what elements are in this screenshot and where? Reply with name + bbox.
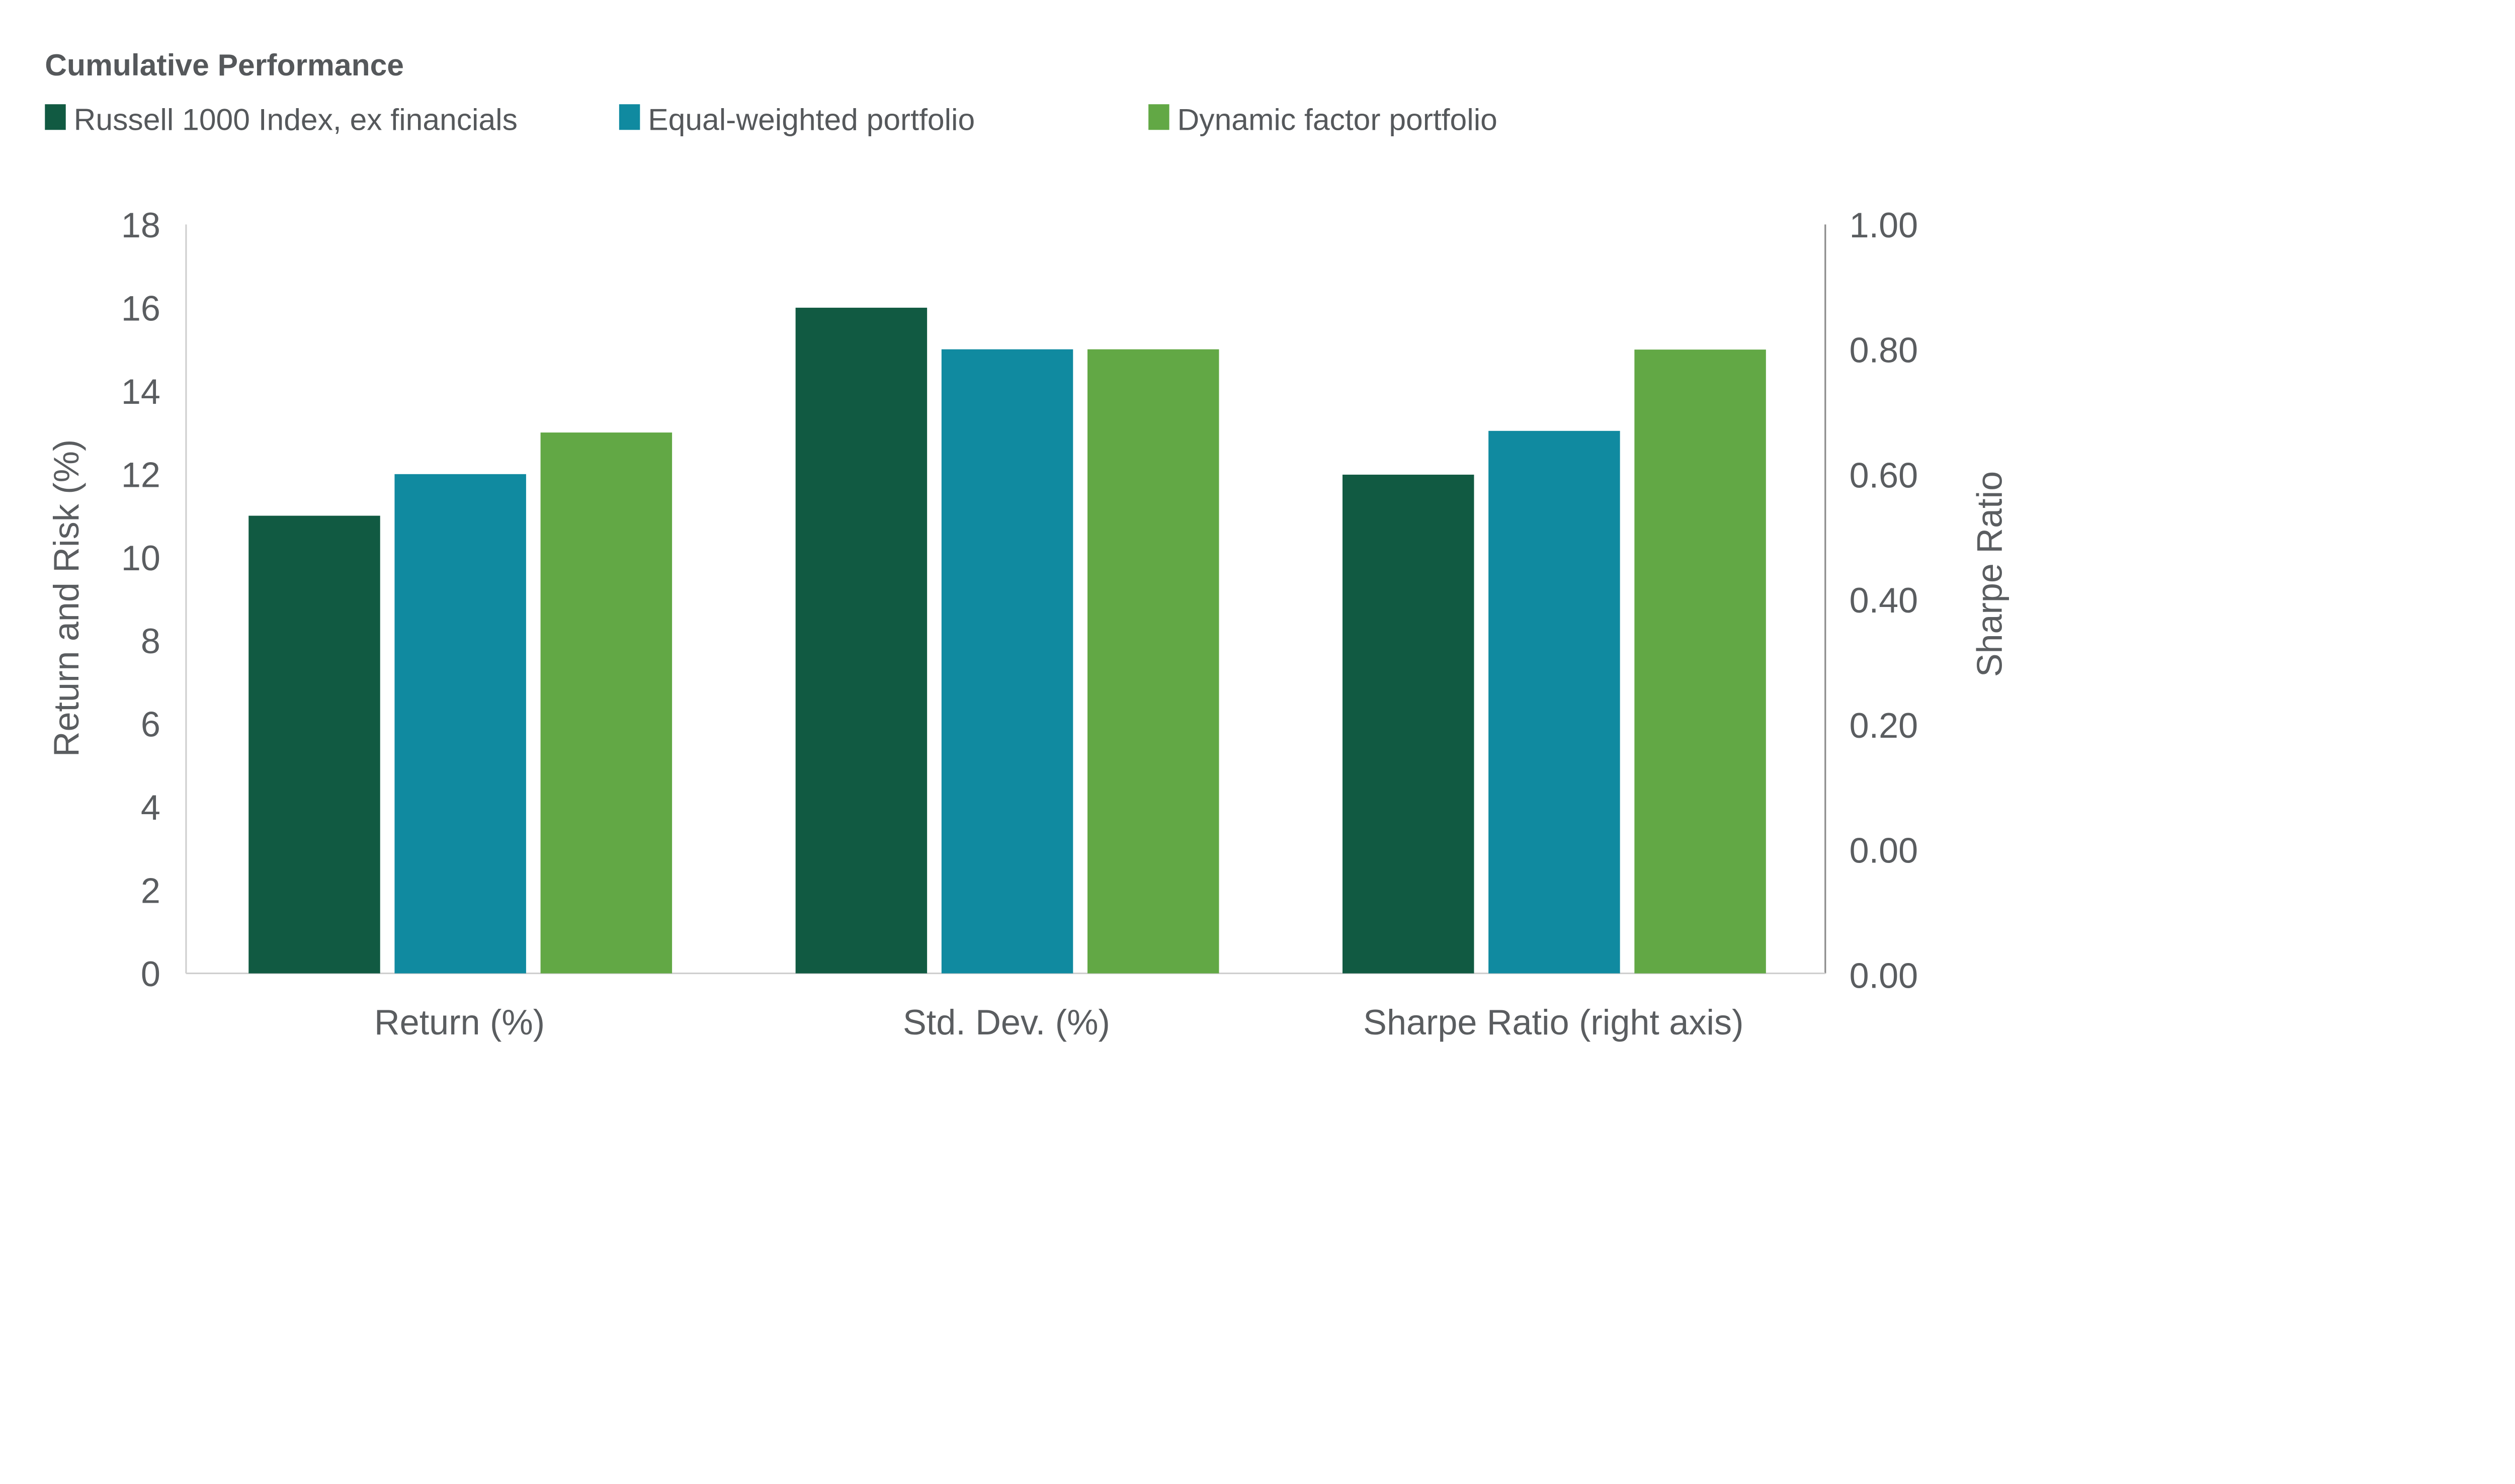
y-axis-title: Return and Risk (%) [46, 440, 86, 757]
bar [795, 307, 928, 974]
left-axis-ticks: 18 16 14 12 10 8 6 4 2 0 [121, 205, 160, 994]
bar [1634, 350, 1766, 974]
legend-label: Dynamic factor portfolio [1178, 102, 1497, 136]
bars [248, 307, 1766, 974]
y-tick-label: 0 [141, 954, 160, 994]
y-right-tick-label: 0.00 [1850, 831, 1918, 870]
y-tick-label: 2 [141, 871, 160, 911]
y-right-tick-label: 0.60 [1850, 455, 1918, 495]
bar [1087, 349, 1219, 974]
y-tick-label: 12 [121, 455, 160, 494]
y-tick-label: 10 [121, 538, 160, 578]
x-tick-label: Std. Dev. (%) [903, 1002, 1110, 1042]
y-tick-label: 8 [141, 621, 160, 661]
bar [394, 474, 526, 974]
y-tick-label: 16 [121, 288, 160, 328]
bar [941, 349, 1073, 974]
y-tick-label: 4 [141, 788, 160, 827]
chart-title: Cumulative Performance [45, 48, 404, 82]
y-tick-label: 6 [141, 705, 160, 744]
legend-label: Equal-weighted portfolio [648, 102, 975, 136]
bar [248, 515, 380, 974]
bar [1488, 430, 1620, 974]
y-right-tick-label: 0.80 [1850, 330, 1918, 370]
legend-label: Russell 1000 Index, ex financials [74, 102, 518, 136]
x-tick-label: Return (%) [374, 1002, 545, 1042]
x-tick-label: Sharpe Ratio (right axis) [1363, 1002, 1743, 1042]
y-tick-label: 14 [121, 372, 160, 411]
chart: Cumulative Performance Russell 1000 Inde… [45, 48, 2009, 1042]
y-right-tick-label: 0.20 [1850, 706, 1918, 745]
legend-swatch [1148, 104, 1169, 130]
legend-swatch [619, 104, 640, 130]
bar [1342, 474, 1474, 974]
category-labels: Return (%) Std. Dev. (%) Sharpe Ratio (rig… [374, 1002, 1743, 1042]
y-right-tick-label: 0.00 [1850, 955, 1918, 995]
y-tick-label: 18 [121, 205, 160, 245]
legend-swatch [45, 104, 66, 130]
y-right-tick-label: 0.40 [1850, 580, 1918, 620]
bar [540, 432, 673, 974]
legend: Russell 1000 Index, ex financials Equal-w… [45, 102, 1497, 136]
y-axis-right-title: Sharpe Ratio [1970, 471, 2009, 677]
y-right-tick-label: 1.00 [1850, 205, 1918, 245]
right-axis-ticks: 1.00 0.80 0.60 0.40 0.20 0.00 0.00 [1850, 205, 1918, 995]
